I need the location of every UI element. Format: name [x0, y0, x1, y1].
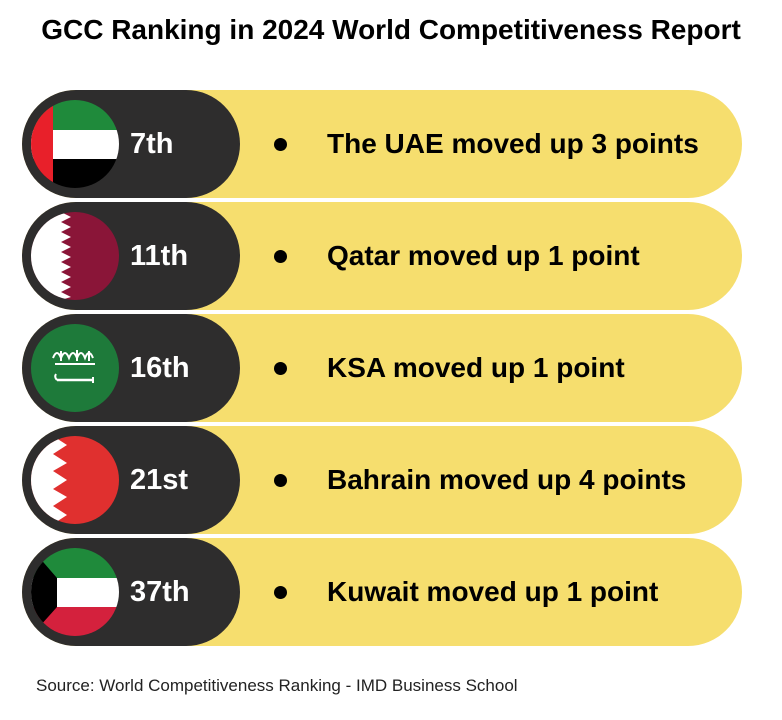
ranking-text: Qatar moved up 1 point [327, 240, 640, 271]
source-note: Source: World Competitiveness Ranking - … [36, 676, 518, 695]
rank-badge: 37th [22, 538, 240, 646]
rank-badge: 16th [22, 314, 240, 422]
saudi-arabia-flag-icon [31, 324, 119, 412]
bullet-icon [274, 474, 287, 487]
bullet-icon [274, 586, 287, 599]
ranking-text: KSA moved up 1 point [327, 352, 625, 383]
rank-badge: 7th [22, 90, 240, 198]
ranking-row-qatar: 11th Qatar moved up 1 point [22, 202, 742, 310]
bahrain-flag-icon [31, 436, 119, 524]
ranking-row-kuwait: 37th Kuwait moved up 1 point [22, 538, 742, 646]
rank-label: 7th [130, 128, 174, 160]
rank-badge: 21st [22, 426, 240, 534]
ranking-text: Kuwait moved up 1 point [327, 576, 659, 607]
ranking-row-bahrain: 21st Bahrain moved up 4 points [22, 426, 742, 534]
rank-badge: 11th [22, 202, 240, 310]
ranking-text: Bahrain moved up 4 points [327, 464, 687, 495]
kuwait-flag-icon [31, 548, 119, 636]
ranking-row-uae: 7th The UAE moved up 3 points [22, 90, 742, 198]
rank-label: 37th [130, 576, 190, 608]
bullet-icon [274, 250, 287, 263]
qatar-flag-icon [31, 212, 119, 300]
ranking-row-ksa: 16th KSA moved up 1 point [22, 314, 742, 422]
ranking-text: The UAE moved up 3 points [327, 128, 699, 159]
bullet-icon [274, 362, 287, 375]
rank-label: 21st [130, 464, 189, 496]
ranking-list: 7th The UAE moved up 3 points 11th Qatar… [22, 90, 742, 650]
bullet-icon [274, 138, 287, 151]
uae-flag-icon [31, 100, 119, 188]
page-title: GCC Ranking in 2024 World Competitivenes… [41, 14, 741, 45]
rank-label: 11th [130, 240, 189, 272]
rank-label: 16th [130, 352, 190, 384]
